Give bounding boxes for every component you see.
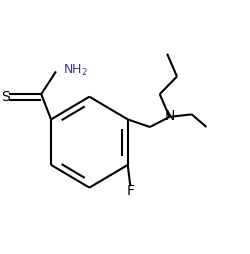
Text: NH$_2$: NH$_2$ [63, 63, 88, 78]
Text: N: N [164, 109, 175, 123]
Text: S: S [1, 90, 10, 104]
Text: F: F [126, 184, 134, 198]
